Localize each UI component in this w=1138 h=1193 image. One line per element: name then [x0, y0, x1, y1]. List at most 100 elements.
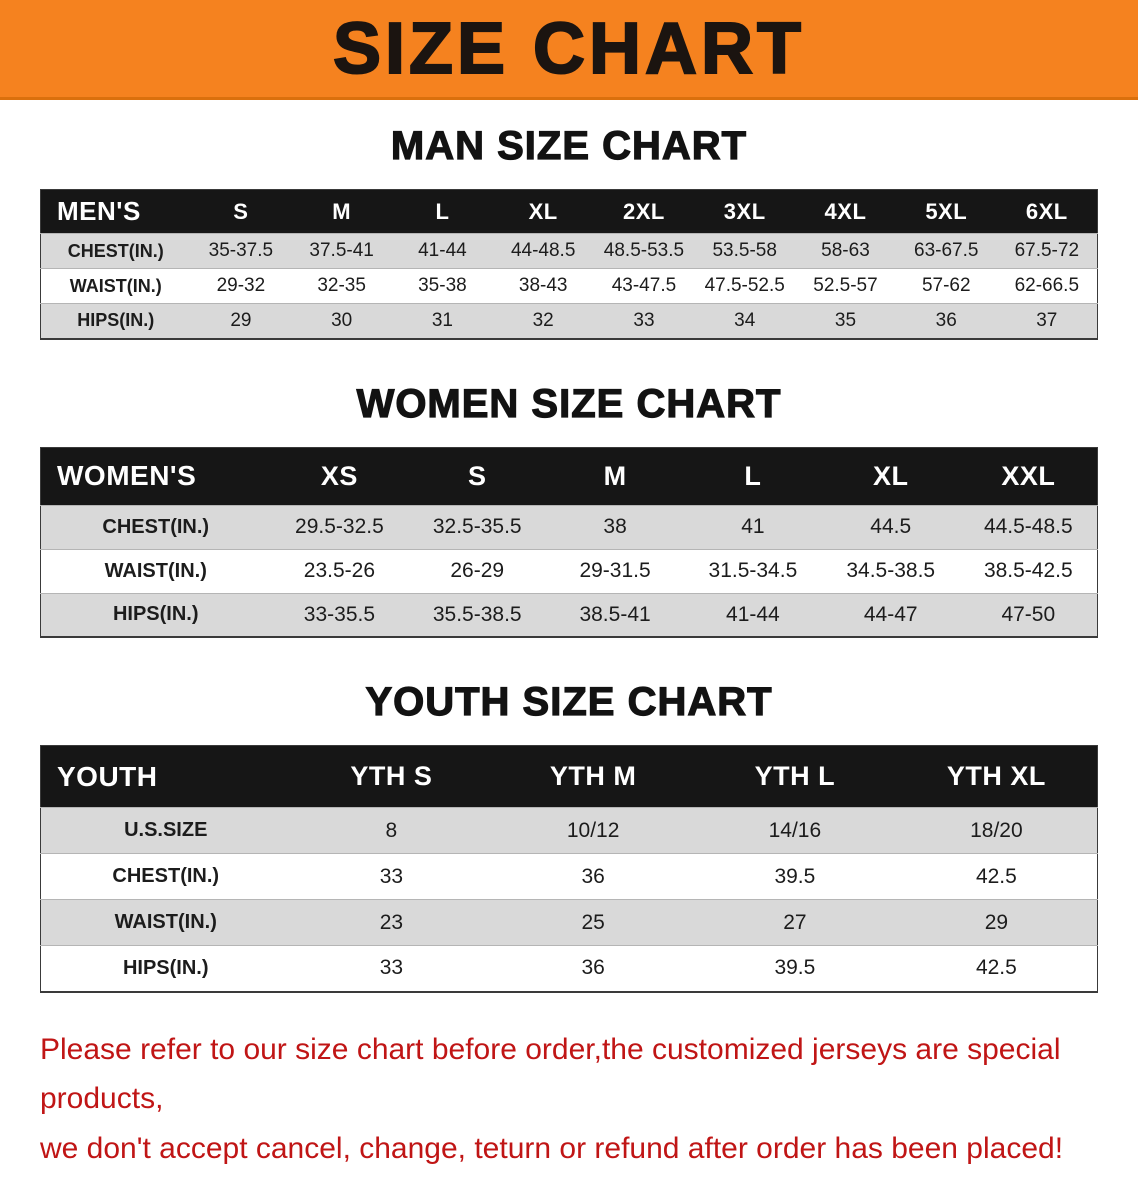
size-header-cell: M — [291, 189, 393, 234]
measurement-value-cell: 47-50 — [959, 592, 1098, 637]
measurement-value-cell: 41-44 — [683, 592, 822, 637]
table-row: CHEST(IN.) 33 36 39.5 42.5 — [40, 853, 1098, 900]
row-label-cell: WAIST(IN.) — [40, 899, 291, 946]
measurement-value-cell: 26-29 — [408, 548, 547, 593]
measurement-value-cell: 38-43 — [492, 268, 594, 304]
measurement-value-cell: 39.5 — [694, 853, 896, 900]
measurement-value-cell: 41-44 — [392, 233, 493, 269]
table-title-cell: WOMEN'S — [40, 447, 271, 505]
measurement-value-cell: 35.5-38.5 — [408, 592, 547, 637]
size-header-cell: XXL — [959, 447, 1098, 505]
measurement-value-cell: 48.5-53.5 — [593, 233, 695, 269]
table-row: WAIST(IN.) 23 25 27 29 — [40, 899, 1098, 946]
measurement-value-cell: 33 — [290, 945, 493, 992]
row-label-cell: WAIST(IN.) — [40, 548, 271, 593]
women-size-table-container: WOMEN'S XS S M L XL XXL CHEST(IN.) 29.5-32.5 32.5… — [0, 446, 1138, 638]
measurement-value-cell: 10/12 — [492, 807, 694, 854]
measurement-value-cell: 35-38 — [392, 268, 493, 304]
size-header-cell: XL — [492, 189, 594, 234]
table-title-cell: YOUTH — [40, 745, 291, 808]
measurement-value-cell: 44-48.5 — [492, 233, 594, 269]
men-size-table-container: MEN'S S M L XL 2XL 3XL 4XL 5XL 6XL CHEST(IN.) 35-37… — [0, 189, 1138, 340]
measurement-value-cell: 8 — [290, 807, 493, 854]
youth-size-table-container: YOUTH YTH S YTH M YTH L YTH XL U.S.SIZE 8 10/12… — [0, 745, 1138, 993]
row-label-cell: CHEST(IN.) — [40, 504, 271, 549]
measurement-value-cell: 31 — [392, 303, 493, 339]
size-header-cell: 2XL — [593, 189, 695, 234]
measurement-value-cell: 44-47 — [821, 592, 960, 637]
measurement-value-cell: 35 — [795, 303, 896, 339]
measurement-value-cell: 42.5 — [895, 945, 1098, 992]
size-header-cell: 5XL — [895, 189, 997, 234]
disclaimer-text: Please refer to our size chart before or… — [40, 1025, 1100, 1174]
disclaimer-line-1: Please refer to our size chart before or… — [40, 1032, 1061, 1116]
table-row: HIPS(IN.) 33 36 39.5 42.5 — [40, 945, 1098, 992]
measurement-value-cell: 63-67.5 — [895, 233, 997, 269]
size-header-cell: YTH L — [694, 745, 896, 808]
measurement-value-cell: 36 — [492, 945, 694, 992]
measurement-value-cell: 32-35 — [291, 268, 393, 304]
table-title-cell: MEN'S — [40, 189, 191, 234]
size-header-cell: 3XL — [694, 189, 796, 234]
size-header-cell: YTH XL — [895, 745, 1098, 808]
measurement-value-cell: 29.5-32.5 — [270, 504, 409, 549]
measurement-value-cell: 47.5-52.5 — [694, 268, 796, 304]
measurement-value-cell: 58-63 — [795, 233, 896, 269]
size-header-cell: XL — [821, 447, 960, 505]
size-header-cell: XS — [270, 447, 409, 505]
measurement-value-cell: 30 — [291, 303, 393, 339]
measurement-value-cell: 44.5 — [821, 504, 960, 549]
size-header-cell: YTH M — [492, 745, 694, 808]
measurement-value-cell: 38 — [546, 504, 684, 549]
measurement-value-cell: 18/20 — [895, 807, 1098, 854]
measurement-value-cell: 53.5-58 — [694, 233, 796, 269]
table-row: HIPS(IN.) 29 30 31 32 33 34 35 36 37 — [40, 303, 1098, 339]
measurement-value-cell: 34.5-38.5 — [821, 548, 960, 593]
measurement-value-cell: 27 — [694, 899, 896, 946]
measurement-value-cell: 43-47.5 — [593, 268, 695, 304]
row-label-cell: U.S.SIZE — [40, 807, 291, 854]
row-label-cell: HIPS(IN.) — [40, 945, 291, 992]
measurement-value-cell: 29 — [190, 303, 292, 339]
size-header-cell: 4XL — [795, 189, 896, 234]
measurement-value-cell: 37.5-41 — [291, 233, 393, 269]
measurement-value-cell: 33 — [593, 303, 695, 339]
women-size-chart-heading: WOMEN SIZE CHART — [356, 381, 782, 426]
measurement-value-cell: 23 — [290, 899, 493, 946]
measurement-value-cell: 29 — [895, 899, 1098, 946]
measurement-value-cell: 25 — [492, 899, 694, 946]
size-header-cell: 6XL — [996, 189, 1098, 234]
size-header-cell: S — [190, 189, 292, 234]
row-label-cell: CHEST(IN.) — [40, 233, 191, 269]
measurement-value-cell: 38.5-42.5 — [959, 548, 1098, 593]
measurement-value-cell: 41 — [683, 504, 822, 549]
table-row: WAIST(IN.) 23.5-26 26-29 29-31.5 31.5-34.5 34… — [40, 548, 1098, 593]
size-header-cell: M — [546, 447, 684, 505]
row-label-cell: HIPS(IN.) — [40, 303, 191, 339]
measurement-value-cell: 32.5-35.5 — [408, 504, 547, 549]
measurement-value-cell: 67.5-72 — [996, 233, 1098, 269]
measurement-value-cell: 37 — [996, 303, 1098, 339]
measurement-value-cell: 39.5 — [694, 945, 896, 992]
section-women-size-chart: WOMEN SIZE CHART WOMEN'S XS S M L XL XXL CHEST(… — [0, 381, 1138, 638]
table-header-row: MEN'S S M L XL 2XL 3XL 4XL 5XL 6XL — [40, 189, 1098, 234]
measurement-value-cell: 32 — [492, 303, 594, 339]
measurement-value-cell: 62-66.5 — [996, 268, 1098, 304]
men-size-chart-heading: MAN SIZE CHART — [390, 123, 748, 168]
disclaimer-line-2: we don't accept cancel, change, teturn o… — [40, 1131, 1064, 1165]
table-row: U.S.SIZE 8 10/12 14/16 18/20 — [40, 807, 1098, 854]
measurement-value-cell: 33 — [290, 853, 493, 900]
measurement-value-cell: 36 — [895, 303, 997, 339]
measurement-value-cell: 38.5-41 — [546, 592, 684, 637]
page-title: SIZE CHART — [332, 8, 805, 89]
section-men-size-chart: MAN SIZE CHART MEN'S S M L XL 2XL 3XL 4XL 5XL 6XL… — [0, 123, 1138, 340]
size-header-cell: YTH S — [290, 745, 493, 808]
measurement-value-cell: 33-35.5 — [270, 592, 409, 637]
table-header-row: WOMEN'S XS S M L XL XXL — [40, 447, 1098, 505]
measurement-value-cell: 42.5 — [895, 853, 1098, 900]
size-header-cell: L — [683, 447, 822, 505]
men-size-table: MEN'S S M L XL 2XL 3XL 4XL 5XL 6XL CHEST(IN.) 35-37… — [40, 189, 1098, 340]
banner: SIZE CHART — [0, 0, 1138, 100]
measurement-value-cell: 44.5-48.5 — [959, 504, 1098, 549]
